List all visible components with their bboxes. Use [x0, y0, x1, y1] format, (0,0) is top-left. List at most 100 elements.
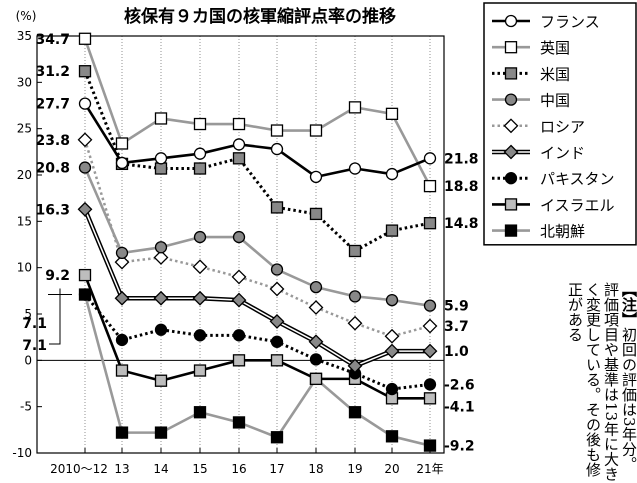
series-4-point — [77, 132, 93, 148]
start-value-label: 27.7 — [35, 97, 70, 113]
footnote-tag: 【注】 — [620, 282, 637, 327]
series-3-point — [348, 290, 362, 303]
legend-swatch-marker — [503, 118, 519, 134]
x-tick-label: 2010～12 — [50, 462, 108, 476]
end-value-label: -4.1 — [444, 399, 475, 415]
start-value-label: 9.2 — [45, 268, 70, 284]
legend-item: ロシア — [492, 118, 585, 136]
series-5 — [77, 201, 438, 374]
legend-label: 北朝鮮 — [540, 223, 585, 241]
series-7-point — [154, 374, 168, 387]
series-3 — [78, 161, 437, 312]
series-6-point — [78, 288, 92, 301]
legend-item: イスラエル — [492, 196, 615, 214]
series-0 — [78, 97, 437, 184]
series-8-line — [83, 294, 431, 447]
legend-label: 中国 — [540, 92, 570, 110]
series-1-point — [193, 117, 207, 131]
series-2-point — [309, 207, 323, 221]
series-6-line — [83, 293, 431, 391]
series-2-point — [78, 65, 92, 78]
series-4-point — [231, 269, 247, 285]
legend-item: フランス — [492, 13, 600, 31]
series-4-point — [269, 281, 285, 297]
series-1-point — [348, 101, 362, 114]
y-tick-label: 35 — [17, 29, 32, 43]
y-unit-label: (%) — [16, 9, 37, 23]
series-5-point — [269, 313, 285, 329]
x-tick-label: 17 — [269, 462, 284, 476]
x-tick-label: 14 — [153, 462, 168, 476]
series-4-point — [422, 318, 438, 334]
series-0-point — [154, 152, 168, 165]
legend-label: 米国 — [540, 65, 570, 83]
legend-item: 米国 — [492, 65, 570, 83]
legend-swatch-marker — [504, 67, 518, 80]
series-6-point — [154, 323, 168, 336]
legend-swatch-marker — [504, 172, 518, 185]
start-value-label: 34.7 — [35, 32, 70, 48]
end-value-label: 14.8 — [444, 216, 479, 232]
start-value-label: 16.3 — [35, 202, 70, 218]
legend-swatch-marker — [504, 93, 518, 106]
start-value-label: 31.2 — [35, 64, 70, 80]
series-6-point — [385, 382, 399, 396]
series-4-point — [192, 259, 208, 275]
legend-item: インド — [492, 144, 585, 162]
series-0-point — [385, 167, 399, 181]
series-6-point — [423, 378, 437, 391]
series-4-point — [308, 300, 324, 315]
series-4-point — [347, 315, 363, 331]
y-tick-label: 15 — [17, 214, 32, 228]
series-8-point — [348, 406, 362, 419]
series-1-point — [115, 137, 129, 150]
series-6-point — [115, 333, 129, 347]
series-8-point — [232, 416, 246, 429]
end-value-label: -2.6 — [444, 377, 475, 393]
y-tick-label: -10 — [12, 446, 32, 460]
series-5-point — [153, 290, 169, 306]
end-value-label: 5.9 — [444, 299, 469, 315]
y-tick-label: -5 — [20, 400, 32, 414]
series-5-line-inner — [84, 208, 430, 367]
legend-label: パキスタン — [540, 170, 615, 188]
series-3-point — [385, 293, 399, 307]
plot-frame — [36, 35, 445, 454]
series-5-point — [347, 358, 363, 374]
series-1-point — [154, 112, 168, 125]
series-1-point — [78, 32, 92, 45]
series-8-point — [270, 431, 284, 444]
start-value-label: 7.1 — [22, 316, 47, 332]
series-8-point — [385, 430, 399, 443]
series-3-point — [78, 161, 92, 174]
series-5-point — [114, 290, 130, 306]
footnote-text: 初回の評価は3年分。評価項目や基準は13年に大きく変更している。その後も修正があ… — [566, 282, 637, 482]
series-2-point — [232, 152, 246, 165]
end-value-label: 3.7 — [444, 319, 469, 335]
series-4-line — [83, 139, 431, 338]
series-6 — [78, 288, 437, 396]
x-tick-label: 16 — [231, 462, 246, 476]
series-2-point — [423, 217, 437, 230]
x-tick-label: 18 — [308, 462, 323, 476]
series-0-point — [115, 156, 129, 170]
series-6-point — [270, 335, 284, 348]
y-tick-label: 20 — [17, 168, 32, 182]
series-3-point — [423, 299, 437, 312]
series-3-point — [270, 263, 284, 276]
series-2-point — [348, 244, 362, 258]
series-0-point — [270, 142, 284, 156]
series-3-point — [115, 246, 129, 259]
start-value-label: 20.8 — [35, 161, 70, 177]
series-8-point — [115, 426, 129, 439]
series-7-point — [193, 364, 207, 377]
footnote: 【注】初回の評価は3年分。評価項目や基準は13年に大きく変更している。その後も修… — [526, 282, 637, 482]
x-tick-label: 21年 — [416, 462, 443, 476]
legend-item: 英国 — [492, 39, 570, 57]
legend-swatch-marker — [504, 224, 518, 237]
series-2-point — [193, 162, 207, 175]
series-5-point — [422, 343, 438, 359]
series-5-point — [308, 334, 324, 350]
series-0-line — [83, 102, 431, 179]
